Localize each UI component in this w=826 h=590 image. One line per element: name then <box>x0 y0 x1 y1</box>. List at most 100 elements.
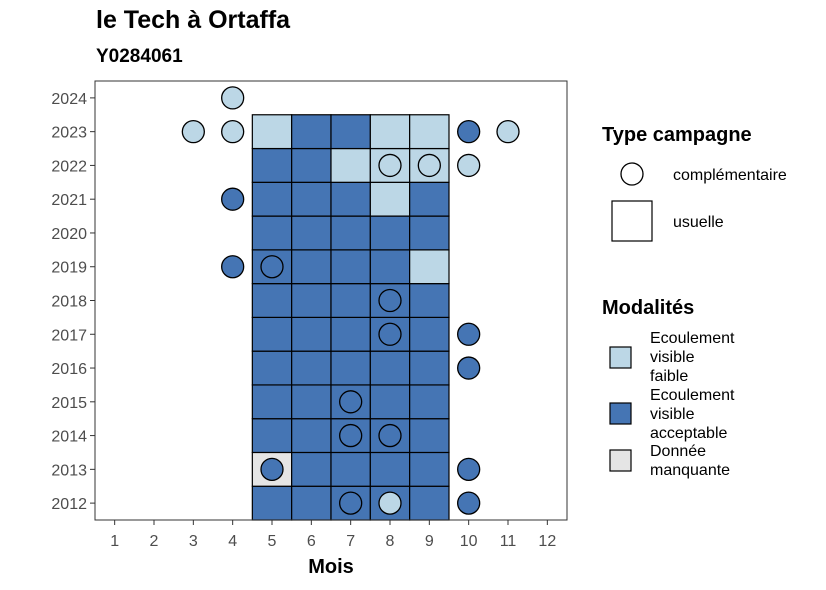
complementaire-point <box>457 491 481 515</box>
usuelle-cell <box>291 114 332 150</box>
complementaire-point <box>339 491 363 515</box>
y-tick-label: 2021 <box>51 192 87 209</box>
usuelle-cell <box>291 181 332 217</box>
usuelle-cell <box>330 114 371 150</box>
usuelle-cell <box>369 181 411 217</box>
usuelle-cell <box>251 283 293 318</box>
usuelle-cell <box>409 215 450 251</box>
usuelle-cell <box>291 215 332 251</box>
usuelle-cell <box>409 283 450 318</box>
usuelle-cell <box>369 249 411 285</box>
usuelle-cell <box>330 147 371 183</box>
usuelle-cell <box>291 451 332 487</box>
y-axis: 2012 2013 2014 2015 2016 2017 2018 2019 2020 2021… <box>51 91 95 513</box>
x-tick-label: 6 <box>307 533 316 550</box>
complementaire-point <box>339 423 363 448</box>
usuelle-cell <box>330 350 371 386</box>
x-tick-label: 2 <box>150 533 159 550</box>
usuelle-cell <box>291 316 332 352</box>
legend-label-modalite: faible <box>650 368 688 385</box>
usuelle-cell <box>330 249 371 285</box>
legend-type-campagne: Type campagne complémentaire usuelle <box>602 124 787 242</box>
usuelle-cell <box>409 350 450 386</box>
x-tick-label: 4 <box>228 533 237 550</box>
usuelle-cell <box>291 485 332 521</box>
complementaire-point <box>457 153 481 178</box>
complementaire-point <box>181 120 205 144</box>
usuelle-cell <box>409 418 450 454</box>
complementaire-point <box>221 86 245 110</box>
complementaire-point <box>221 120 245 144</box>
usuelle-cell <box>369 384 411 420</box>
x-tick-label: 1 <box>110 533 119 550</box>
complementaire-point <box>260 457 284 481</box>
y-tick-label: 2012 <box>51 496 87 513</box>
x-tick-label: 8 <box>386 533 395 550</box>
legend-key-modalite <box>609 449 632 472</box>
usuelle-cell <box>251 114 293 150</box>
usuelle-cell <box>330 215 371 251</box>
usuelle-cell <box>409 485 450 521</box>
complementaire-point <box>378 491 402 515</box>
complementaire-point <box>457 356 481 380</box>
usuelle-cell <box>330 181 371 217</box>
legend-key-modalite <box>609 402 632 425</box>
legend-label-modalite: Ecoulement <box>650 330 735 347</box>
usuelle-cell <box>251 316 293 352</box>
legend-label-modalite: visible <box>650 406 695 423</box>
usuelle-cell <box>291 283 332 318</box>
legend-label-modalite: visible <box>650 349 695 366</box>
usuelle-cell <box>409 316 450 352</box>
legend-key-complementaire <box>620 162 644 186</box>
x-axis: 1 2 3 4 5 6 7 8 9 10 11 12 <box>110 520 556 550</box>
x-tick-label: 9 <box>425 533 434 550</box>
x-tick-label: 7 <box>346 533 355 550</box>
y-tick-label: 2024 <box>51 91 87 108</box>
usuelle-cell <box>369 451 411 487</box>
complementaire-point <box>221 187 245 211</box>
x-tick-label: 10 <box>460 533 478 550</box>
usuelle-cell <box>409 181 450 217</box>
y-tick-label: 2013 <box>51 462 87 479</box>
complementaire-point <box>457 120 481 144</box>
legend-label-modalite: manquante <box>650 462 730 479</box>
usuelle-cell <box>291 418 332 454</box>
usuelle-cell <box>251 147 293 183</box>
legend-title-type-campagne: Type campagne <box>602 124 752 146</box>
chart-title: le Tech à Ortaffa <box>96 6 291 34</box>
complementaire-point <box>496 120 520 144</box>
usuelle-cell <box>330 283 371 318</box>
complementaire-point <box>339 390 363 414</box>
complementaire-point <box>378 153 402 178</box>
complementaire-point <box>457 322 481 346</box>
usuelle-cell <box>251 485 293 521</box>
usuelle-cell <box>409 114 450 150</box>
legend-label-modalite: Ecoulement <box>650 387 735 404</box>
y-tick-label: 2017 <box>51 327 87 344</box>
usuelle-cell <box>291 249 332 285</box>
x-tick-label: 12 <box>538 533 556 550</box>
complementaire-point <box>378 322 402 346</box>
legend-label-modalite: Donnée <box>650 443 706 460</box>
x-axis-label: Mois <box>308 556 354 578</box>
usuelle-cells <box>251 114 450 521</box>
usuelle-cell <box>251 215 293 251</box>
x-tick-label: 5 <box>268 533 277 550</box>
y-tick-label: 2023 <box>51 125 87 142</box>
y-tick-label: 2015 <box>51 395 87 412</box>
usuelle-cell <box>369 114 411 150</box>
usuelle-cell <box>291 350 332 386</box>
y-tick-label: 2014 <box>51 429 87 446</box>
complementaire-point <box>221 255 245 279</box>
usuelle-cell <box>330 451 371 487</box>
y-tick-label: 2020 <box>51 226 87 243</box>
y-tick-label: 2019 <box>51 260 87 277</box>
complementaire-point <box>417 153 441 178</box>
y-tick-label: 2018 <box>51 294 87 311</box>
chart-subtitle: Y0284061 <box>96 46 183 67</box>
usuelle-cell <box>251 350 293 386</box>
legend-label-modalite: acceptable <box>650 425 727 442</box>
usuelle-cell <box>251 418 293 454</box>
usuelle-cell <box>291 384 332 420</box>
complementaire-point <box>378 423 402 448</box>
